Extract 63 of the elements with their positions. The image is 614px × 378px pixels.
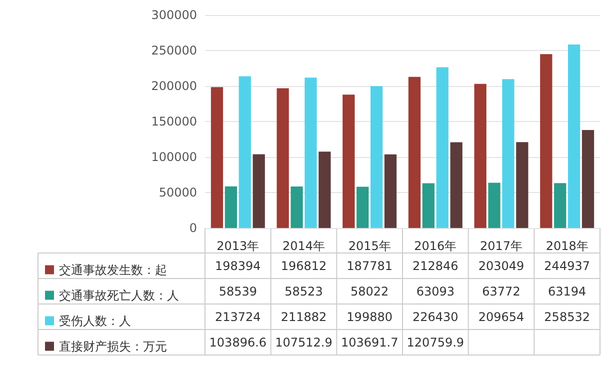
data-label: 209654 [478, 310, 524, 324]
data-label: 58539 [218, 284, 258, 298]
data-label: 196812 [280, 258, 327, 273]
data-label: 120759.9 [406, 335, 464, 350]
y-tick-label: 300000 [151, 8, 197, 22]
data-label: 203049 [478, 258, 524, 273]
y-tick-label: 50000 [158, 186, 197, 200]
data-label: 187781 [346, 258, 392, 273]
data-label: 107512.9 [275, 335, 332, 350]
x-tick-label: 2018年 [546, 239, 588, 253]
bar [488, 182, 500, 228]
bar [290, 186, 303, 228]
bar [582, 130, 594, 228]
bar [356, 186, 369, 228]
bar [422, 183, 435, 228]
bar [436, 67, 448, 228]
legend-label: 交通事故发生数：起 [59, 262, 167, 277]
bar [252, 154, 265, 228]
y-tick-label: 0 [189, 221, 197, 235]
data-label: 213724 [215, 310, 261, 324]
x-tick-label: 2016年 [414, 239, 457, 253]
data-label: 63093 [416, 284, 455, 298]
data-label: 63194 [548, 284, 586, 298]
data-label: 103691.7 [340, 335, 398, 350]
bar [304, 78, 317, 228]
data-label: 244937 [544, 258, 590, 273]
data-label: 198394 [215, 258, 261, 273]
legend-label: 受伤人数：人 [59, 314, 131, 328]
legend-label: 交通事故死亡人数：人 [59, 288, 179, 302]
bar [408, 76, 421, 228]
data-label: 199880 [346, 310, 392, 324]
legend-label: 直接财产损失：万元 [59, 339, 167, 354]
data-label: 58022 [350, 284, 389, 298]
bar [554, 183, 566, 228]
y-tick-label: 150000 [151, 114, 197, 128]
bar [370, 86, 383, 228]
bar [210, 87, 224, 228]
bar [540, 54, 552, 228]
bar [224, 186, 238, 228]
data-label: 212846 [412, 258, 458, 273]
data-label: 226430 [412, 310, 458, 324]
bar [502, 79, 514, 228]
data-label: 258532 [544, 310, 590, 324]
x-tick-label: 2013年 [216, 239, 260, 253]
data-label: 63772 [482, 284, 520, 298]
y-tick-label: 200000 [151, 79, 197, 93]
data-label: 58523 [284, 284, 323, 298]
bar [568, 44, 580, 228]
y-tick-label: 100000 [151, 150, 197, 164]
y-tick-label: 250000 [151, 44, 197, 58]
bar [474, 84, 486, 228]
bar [318, 152, 331, 228]
x-tick-label: 2017年 [480, 239, 523, 253]
bar [450, 142, 462, 228]
x-tick-label: 2015年 [348, 239, 391, 253]
data-label: 211882 [280, 310, 327, 324]
bar [238, 76, 251, 228]
bar [384, 154, 397, 228]
data-label: 103896.6 [209, 335, 267, 350]
x-tick-label: 2014年 [282, 239, 326, 253]
bar [276, 88, 289, 228]
bar [342, 94, 355, 228]
bar [516, 142, 528, 228]
